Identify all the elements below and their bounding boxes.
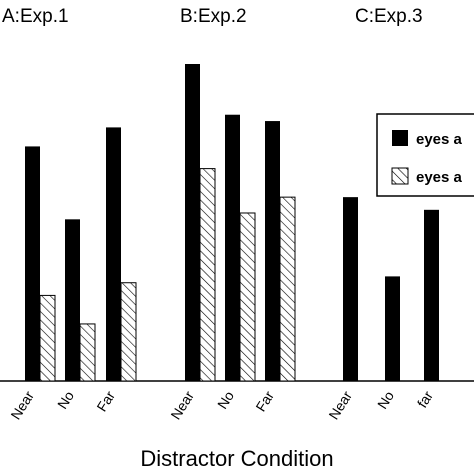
bar-a-exp-1-no-hatched — [79, 323, 96, 382]
legend: eyes a eyes a — [376, 113, 474, 197]
legend-swatch-solid — [392, 130, 408, 146]
bar-b-exp-2-no-solid — [225, 114, 240, 381]
panel-title-c: C:Exp.3 — [355, 6, 423, 27]
tick-label-c-exp-3-near: Near — [325, 388, 355, 422]
x-axis-label: Distractor Condition — [140, 446, 333, 471]
legend-label-solid: eyes a — [416, 131, 463, 148]
legend-swatch-hatched — [391, 167, 409, 185]
bar-a-exp-1-far-solid — [106, 127, 121, 382]
tick-labels-layer: Near No Far Near No Far Near No far — [7, 388, 436, 423]
bar-c-exp-3-far-solid — [424, 209, 439, 381]
panel-title-b: B:Exp.2 — [180, 6, 247, 27]
tick-label-c-exp-3-far: far — [414, 388, 436, 411]
bar-a-exp-1-no-solid — [65, 219, 80, 381]
bar-a-exp-1-near-hatched — [39, 294, 56, 382]
bar-b-exp-2-far-solid — [265, 121, 280, 381]
tick-label-c-exp-3-no: No — [374, 388, 397, 412]
panel-title-a: A:Exp.1 — [2, 6, 69, 27]
legend-label-hatched: eyes a — [416, 169, 463, 186]
bar-c-exp-3-near-solid — [343, 197, 358, 381]
bar-c-exp-3-no-solid — [385, 276, 400, 381]
tick-label-a-exp-1-no: No — [54, 388, 77, 412]
bar-a-exp-1-far-hatched — [120, 282, 137, 382]
tick-label-b-exp-2-no: No — [214, 388, 237, 412]
bar-a-exp-1-near-solid — [25, 146, 40, 381]
bars-layer — [25, 64, 439, 382]
bar-b-exp-2-near-hatched — [199, 168, 216, 382]
bar-b-exp-2-far-hatched — [279, 196, 296, 382]
bar-b-exp-2-no-hatched — [239, 212, 256, 382]
tick-label-a-exp-1-near: Near — [7, 388, 37, 422]
panel-titles: A:Exp.1 B:Exp.2 C:Exp.3 — [2, 6, 423, 27]
bar-b-exp-2-near-solid — [185, 64, 200, 381]
tick-label-b-exp-2-near: Near — [167, 388, 197, 422]
tick-label-b-exp-2-far: Far — [252, 388, 277, 415]
tick-label-a-exp-1-far: Far — [93, 388, 118, 415]
